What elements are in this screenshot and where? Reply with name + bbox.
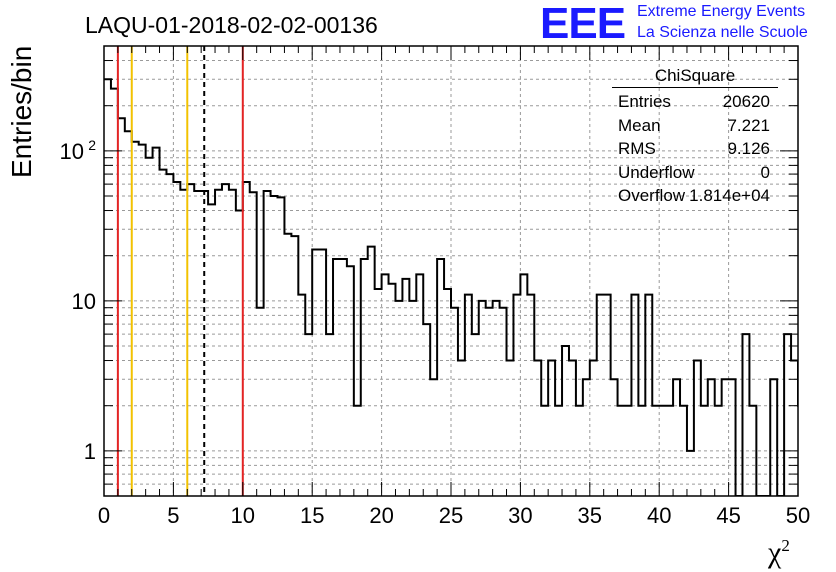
x-tick-label: 30 [508, 503, 532, 528]
x-tick-label: 5 [167, 503, 179, 528]
x-tick-label: 0 [98, 503, 110, 528]
x-tick-label: 10 [231, 503, 255, 528]
chart-title: LAQU-01-2018-02-02-00136 [85, 12, 378, 38]
x-tick-label: 20 [369, 503, 393, 528]
logo-line2: La Scienza nelle Scuole [637, 24, 808, 41]
y-tick-label-sup: 2 [88, 137, 96, 153]
stats-box: ChiSquare Entries 20620 Mean 7.221 RMS 9.12… [612, 66, 778, 208]
x-tick-label: 15 [300, 503, 324, 528]
y-tick-label: 10 [60, 139, 84, 164]
stats-row-rms: RMS 9.126 [618, 139, 770, 158]
x-tick-label: 25 [439, 503, 463, 528]
logo-line1: Extreme Energy Events [637, 3, 806, 20]
eee-logo: EEE [540, 0, 626, 48]
y-tick-label: 10 [72, 289, 96, 314]
x-axis-label: χ2 [768, 536, 790, 569]
stats-row-mean: Mean 7.221 [618, 115, 770, 135]
x-tick-label: 50 [786, 503, 810, 528]
x-tick-label: 45 [716, 503, 740, 528]
stats-row-entries: Entries 20620 [618, 92, 770, 111]
stats-title: ChiSquare [612, 66, 778, 88]
stats-row-underflow: Underflow 0 [618, 162, 770, 182]
y-tick-label: 1 [84, 439, 96, 464]
x-tick-label: 35 [578, 503, 602, 528]
x-tick-label: 40 [647, 503, 671, 528]
y-axis-label: Entries/bin [6, 45, 37, 178]
stats-row-overflow: Overflow 1.814e+04 [618, 186, 770, 205]
